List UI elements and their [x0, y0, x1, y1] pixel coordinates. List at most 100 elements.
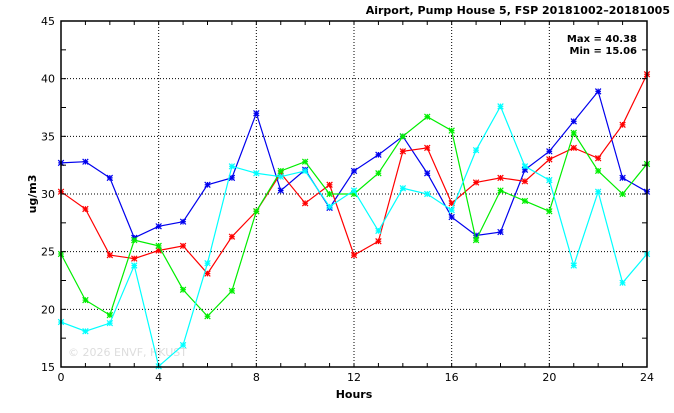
marker-stroke	[326, 181, 333, 188]
data-point-cyan	[570, 262, 577, 269]
data-point-cyan	[350, 187, 358, 194]
data-point-blue	[253, 110, 260, 117]
marker-stroke	[375, 227, 382, 235]
data-point-green	[399, 133, 407, 140]
marker-stroke	[155, 242, 162, 250]
data-point-red	[131, 255, 138, 262]
data-point-cyan	[619, 279, 626, 287]
marker-stroke	[570, 118, 577, 125]
data-point-green	[424, 113, 431, 120]
marker-stroke	[106, 319, 114, 327]
data-point-blue	[179, 218, 187, 225]
data-point-red	[472, 179, 480, 186]
marker-stroke	[82, 296, 89, 304]
marker-stroke	[375, 151, 382, 159]
data-point-blue	[424, 170, 431, 177]
marker-stroke	[228, 174, 236, 182]
marker-stroke	[301, 167, 309, 175]
marker-stroke	[472, 232, 480, 239]
marker-stroke	[570, 144, 577, 152]
y-tick-label: 20	[41, 303, 55, 316]
data-point-cyan	[204, 259, 211, 267]
data-point-green	[131, 236, 138, 244]
marker-stroke	[546, 156, 553, 163]
data-point-red	[179, 242, 187, 250]
marker-stroke	[277, 173, 284, 180]
marker-stroke	[350, 251, 358, 259]
data-point-red	[570, 144, 577, 152]
data-point-red	[619, 121, 626, 129]
marker-stroke	[594, 88, 602, 95]
marker-stroke	[399, 148, 407, 155]
data-point-cyan	[472, 146, 480, 154]
marker-stroke	[472, 146, 480, 154]
marker-stroke	[521, 178, 529, 185]
data-point-blue	[155, 223, 162, 230]
marker-stroke	[277, 187, 284, 194]
data-point-red	[594, 155, 602, 162]
data-point-cyan	[594, 188, 602, 195]
marker-stroke	[82, 328, 89, 335]
marker-stroke	[448, 127, 455, 134]
data-point-cyan	[546, 176, 553, 184]
marker-stroke	[326, 190, 333, 198]
marker-stroke	[424, 190, 431, 198]
data-point-green	[228, 287, 236, 295]
data-point-green	[546, 208, 553, 215]
data-point-red	[375, 238, 382, 245]
x-tick-label: 16	[445, 371, 459, 384]
data-point-blue	[619, 174, 626, 182]
x-tick-label: 12	[347, 371, 361, 384]
data-point-cyan	[131, 262, 138, 269]
x-tick-label: 8	[253, 371, 260, 384]
max-annotation: Max = 40.38	[567, 34, 637, 45]
data-point-red	[399, 148, 407, 155]
marker-stroke	[521, 197, 529, 205]
marker-stroke	[131, 236, 138, 244]
marker-stroke	[521, 163, 529, 170]
marker-stroke	[594, 155, 602, 162]
data-point-red	[521, 178, 529, 185]
marker-stroke	[179, 286, 187, 293]
data-point-blue	[375, 151, 382, 159]
marker-stroke	[179, 341, 187, 349]
marker-stroke	[570, 262, 577, 269]
data-point-green	[570, 129, 577, 137]
data-point-cyan	[424, 190, 431, 198]
marker-stroke	[546, 148, 553, 155]
marker-stroke	[546, 208, 553, 215]
marker-stroke	[179, 242, 187, 250]
marker-stroke	[594, 167, 602, 175]
data-point-green	[179, 286, 187, 293]
marker-stroke	[228, 233, 236, 240]
data-point-green	[594, 167, 602, 175]
data-point-green	[472, 236, 480, 244]
data-point-red	[204, 270, 211, 277]
x-axis-label: Hours	[336, 388, 373, 401]
marker-stroke	[253, 208, 260, 215]
marker-stroke	[326, 203, 333, 210]
marker-stroke	[448, 206, 455, 214]
y-tick-label: 40	[41, 73, 55, 86]
marker-stroke	[155, 223, 162, 230]
data-point-green	[277, 167, 284, 175]
marker-stroke	[570, 129, 577, 137]
data-point-green	[521, 197, 529, 205]
data-point-blue	[594, 88, 602, 95]
data-point-blue	[350, 167, 358, 175]
data-point-cyan	[82, 328, 89, 335]
data-point-red	[301, 200, 309, 207]
marker-stroke	[619, 174, 626, 182]
marker-stroke	[472, 236, 480, 244]
y-tick-label: 45	[41, 15, 55, 28]
marker-stroke	[131, 262, 138, 269]
data-point-green	[301, 158, 309, 165]
data-point-green	[82, 296, 89, 304]
y-tick-label: 35	[41, 130, 55, 143]
marker-stroke	[375, 170, 382, 177]
marker-stroke	[497, 228, 504, 236]
marker-stroke	[472, 179, 480, 186]
data-point-cyan	[521, 163, 529, 170]
marker-stroke	[497, 187, 504, 194]
